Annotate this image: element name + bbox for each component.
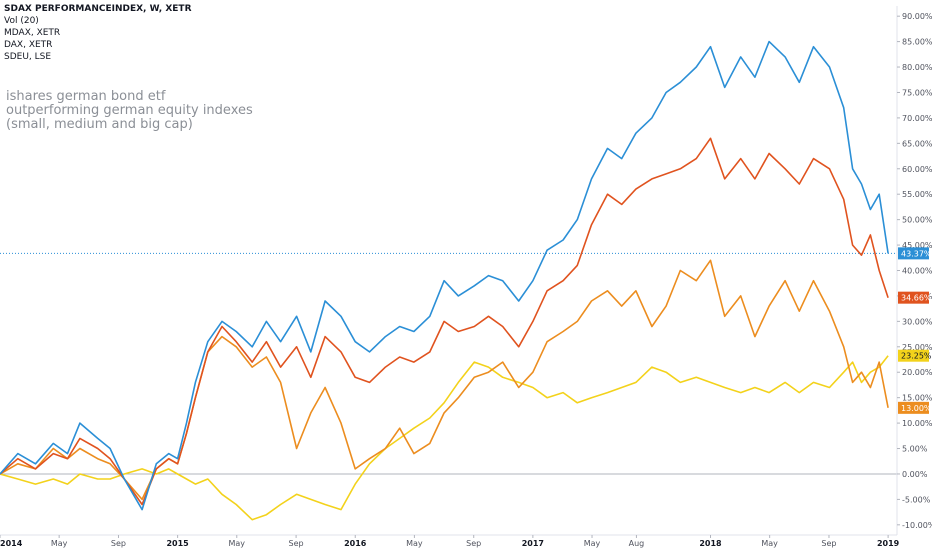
last-value-label-sdeu: 23.25% <box>901 352 932 361</box>
y-tick-label: 45.00% <box>902 241 932 250</box>
y-tick-label: 30.00% <box>902 317 932 326</box>
plot-area <box>0 40 897 521</box>
last-value-badge-sdax <box>898 247 929 260</box>
last-value-label-sdax: 43.37% <box>901 249 932 258</box>
last-value-badge-sdeu <box>898 349 929 362</box>
y-tick-label: 75.00% <box>902 88 932 97</box>
last-value-badges: 43.37% 34.66% 13.00% 23.25% <box>898 247 932 414</box>
annotation-line-1: ishares german bond etf <box>6 89 166 104</box>
y-tick-label: 85.00% <box>902 38 932 47</box>
y-tick-label: -5.00% <box>902 495 931 504</box>
series-line-dax <box>0 259 889 501</box>
annotation-line-2: outperforming german equity indexes <box>6 103 253 118</box>
y-tick-label: 25.00% <box>902 343 932 352</box>
legend-series-dax: DAX, XETR <box>4 40 53 50</box>
y-tick-label: 50.00% <box>902 216 932 225</box>
y-tick-label: 55.00% <box>902 190 932 199</box>
y-tick-label: 70.00% <box>902 114 932 123</box>
x-tick-label: 2015 <box>166 539 189 548</box>
y-tick-label: -10.00% <box>902 521 932 530</box>
x-tick-label: Sep <box>466 539 481 548</box>
legend-series-sdeu: SDEU, LSE <box>4 52 52 62</box>
series-line-mdax <box>0 137 889 506</box>
x-tick-label: May <box>761 539 778 548</box>
y-tick-label: 65.00% <box>902 139 932 148</box>
x-tick-label: Aug <box>629 539 645 548</box>
series-line-sdax <box>0 40 889 511</box>
y-tick-label: 20.00% <box>902 368 932 377</box>
x-tick-label: Sep <box>821 539 836 548</box>
x-tick-label: May <box>406 539 423 548</box>
x-tick-label: May <box>51 539 68 548</box>
last-value-badge-dax <box>898 401 929 414</box>
x-tick-label: 2018 <box>699 539 722 548</box>
legend-vol: Vol (20) <box>4 16 39 26</box>
legend: SDAX PERFORMANCEINDEX, W, XETR Vol (20) … <box>4 3 192 63</box>
x-tick-label: 2017 <box>522 539 544 548</box>
x-axis: 2014 May Sep 2015 May Sep 2016 May Sep 2017 May Aug… <box>0 534 900 548</box>
x-tick-label: 2016 <box>344 539 367 548</box>
y-tick-label: 60.00% <box>902 165 932 174</box>
x-tick-label: 2014 <box>0 539 23 548</box>
x-tick-label: 2019 <box>877 539 900 548</box>
y-tick-label: 40.00% <box>902 267 932 276</box>
y-tick-label: 5.00% <box>902 445 928 454</box>
series-line-sdeu <box>0 355 889 521</box>
y-tick-label: 0.00% <box>902 470 928 479</box>
x-tick-label: Sep <box>289 539 304 548</box>
chart-annotation: ishares german bond etf outperforming ge… <box>6 90 253 132</box>
last-value-label-dax: 13.00% <box>901 404 932 413</box>
y-axis: -10.00% -5.00% 0.00% 5.00% 10.00% 15.00% 20.00… <box>896 6 932 535</box>
x-tick-label: May <box>228 539 245 548</box>
legend-title: SDAX PERFORMANCEINDEX, W, XETR <box>4 4 192 14</box>
y-tick-label: 10.00% <box>902 419 932 428</box>
y-tick-label: 90.00% <box>902 12 932 21</box>
annotation-line-3: (small, medium and big cap) <box>6 117 193 132</box>
y-tick-label: 15.00% <box>902 394 932 403</box>
last-value-label-mdax: 34.66% <box>901 294 932 303</box>
x-tick-label: Sep <box>111 539 126 548</box>
last-value-badge-mdax <box>898 291 929 304</box>
legend-series-mdax: MDAX, XETR <box>4 28 61 38</box>
y-tick-label: 80.00% <box>902 63 932 72</box>
x-tick-label: May <box>584 539 601 548</box>
